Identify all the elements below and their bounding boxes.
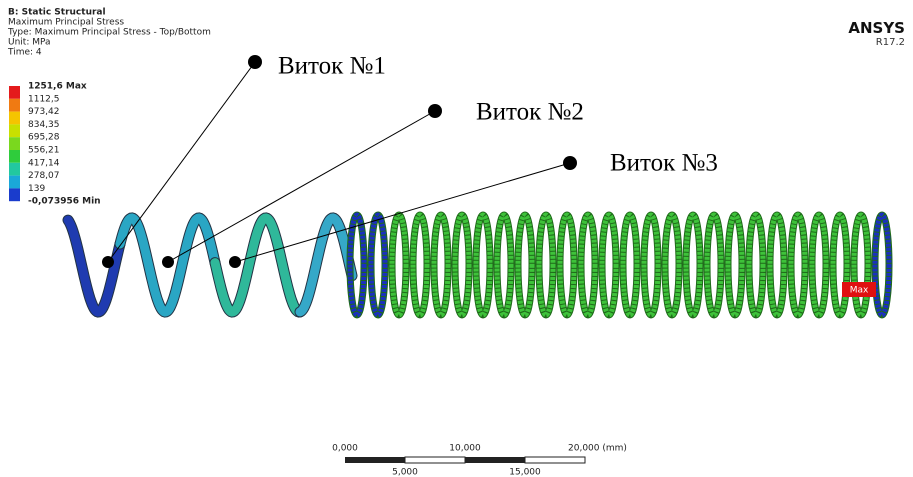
header-line: Unit: MPa bbox=[8, 38, 51, 48]
annotation: Виток №2 bbox=[476, 99, 584, 126]
legend-label: 556,21 bbox=[28, 146, 60, 156]
legend-swatch bbox=[9, 86, 20, 99]
spring bbox=[68, 215, 889, 315]
scale-label: 5,000 bbox=[392, 468, 418, 477]
legend-swatch bbox=[9, 137, 20, 150]
legend-label: 139 bbox=[28, 184, 45, 194]
legend-swatch bbox=[9, 124, 20, 137]
legend-swatch bbox=[9, 150, 20, 163]
screen: B: Static Structural Maximum Principal S… bbox=[0, 0, 913, 477]
scale-label: 15,000 bbox=[509, 468, 541, 477]
legend-swatch bbox=[9, 188, 20, 201]
header-line: Maximum Principal Stress bbox=[8, 18, 124, 28]
legend-swatch bbox=[9, 163, 20, 176]
logo: ANSYS bbox=[848, 19, 905, 37]
legend-swatch bbox=[9, 176, 20, 189]
legend-label: -0,073956 Min bbox=[28, 197, 101, 207]
legend-label: 417,14 bbox=[28, 158, 60, 168]
legend-label: 1251,6 Max bbox=[28, 82, 87, 92]
scale-label: 20,000 (mm) bbox=[568, 444, 627, 454]
legend-label: 973,42 bbox=[28, 107, 60, 117]
scale-label: 10,000 bbox=[449, 444, 481, 454]
probe-label: Max bbox=[850, 286, 869, 296]
legend-label: 695,28 bbox=[28, 133, 60, 143]
header-line: Time: 4 bbox=[7, 48, 42, 58]
header-line: Type: Maximum Principal Stress - Top/Bot… bbox=[7, 28, 211, 38]
title: B: Static Structural bbox=[8, 8, 106, 18]
legend: 1251,6 Max 1112,5 973,42 834,35 695,28 556,21… bbox=[9, 82, 101, 207]
legend-swatch bbox=[9, 99, 20, 112]
probe: Max bbox=[842, 282, 876, 297]
scale-bar: 0,000 10,000 20,000 (mm) 5,000 15,000 bbox=[332, 444, 627, 477]
annotation: Виток №1 bbox=[278, 53, 386, 80]
logo-version: R17.2 bbox=[876, 37, 905, 48]
annotation: Виток №3 bbox=[610, 150, 718, 177]
legend-label: 278,07 bbox=[28, 171, 60, 181]
legend-label: 1112,5 bbox=[28, 94, 60, 104]
legend-swatch bbox=[9, 112, 20, 125]
scale-label: 0,000 bbox=[332, 444, 358, 454]
legend-label: 834,35 bbox=[28, 120, 60, 130]
